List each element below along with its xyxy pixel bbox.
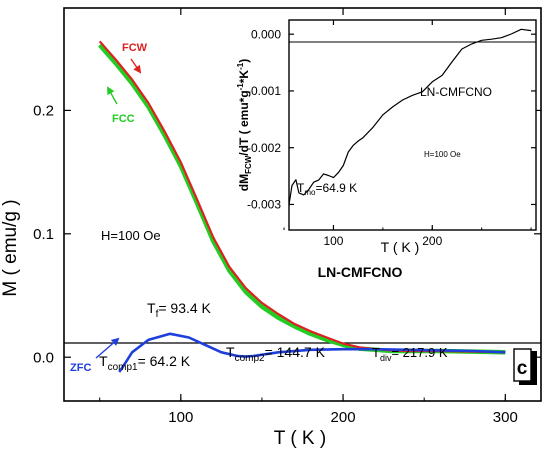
main-x-ticks: 100 200 300	[99, 8, 518, 426]
inset-x-tick-label: 100	[323, 234, 343, 248]
inset-x-ticks: 100 200	[283, 20, 532, 248]
fcc-arrow	[107, 86, 118, 105]
main-x-tick-label: 200	[331, 409, 356, 426]
inset-y-axis-label: dMFCW/dT ( emu*g-1*K-1)	[236, 59, 253, 191]
main-x-tick-label: 300	[493, 409, 518, 426]
tdiv-label: Tdiv= 217.9 K	[372, 345, 448, 363]
inset-x-axis-label: T ( K )	[381, 239, 420, 255]
inset-y-tick-label: -0.002	[247, 141, 281, 155]
x-axis-label: T ( K )	[274, 428, 326, 449]
panel-letter: c	[517, 358, 528, 379]
main-y-ticks: 0.0 0.1 0.2	[33, 103, 541, 366]
zfc-curve	[118, 332, 506, 373]
tf-label: Tf= 93.4 K	[147, 300, 212, 320]
zfc-arrow	[95, 337, 120, 359]
main-y-tick-label: 0.1	[33, 226, 54, 243]
main-plot-frame	[63, 7, 542, 402]
tcomp2-label: Tcomp2= 144.7 K	[226, 344, 326, 364]
inset-x-tick-label: 200	[422, 234, 442, 248]
inset-frame	[288, 19, 537, 231]
inset-derivative-curve	[288, 28, 532, 205]
main-y-tick-label: 0.2	[33, 103, 54, 120]
inset-sample-label: LN-CMFCNO	[420, 85, 492, 99]
main-x-tick-label: 100	[168, 409, 193, 426]
sample-label: LN-CMFCNO	[318, 264, 403, 280]
zfc-label: ZFC	[70, 362, 91, 374]
inset-series	[288, 28, 532, 205]
inset-plot: 100 200 0.000 -0.001 -0.002 -0.003 T ( K ) d…	[236, 19, 537, 255]
main-plot: 100 200 300 0.00.10.2 T ( K ) M ( emu/g ) …	[0, 7, 542, 449]
tmo-label: Tmo=64.9 K	[297, 181, 357, 197]
fcc-label: FCC	[112, 113, 135, 125]
main-series	[98, 40, 506, 373]
fcw-arrow	[130, 58, 142, 74]
tcomp1-label: Tcomp1= 64.2 K	[99, 353, 191, 373]
inset-y-ticks: 0.000 -0.001 -0.002 -0.003	[247, 27, 536, 212]
panel-label: c	[513, 348, 537, 385]
y-axis-label: M ( emu/g )	[0, 199, 21, 296]
main-field-label: H=100 Oe	[101, 228, 161, 243]
inset-field-label: H=100 Oe	[424, 150, 461, 159]
fcw-label: FCW	[122, 42, 148, 54]
inset-y-tick-label: 0.000	[251, 27, 281, 41]
main-y-tick-label: 0.0	[33, 349, 54, 366]
inset-y-tick-label: -0.001	[247, 84, 281, 98]
inset-y-tick-label: -0.003	[247, 198, 281, 212]
